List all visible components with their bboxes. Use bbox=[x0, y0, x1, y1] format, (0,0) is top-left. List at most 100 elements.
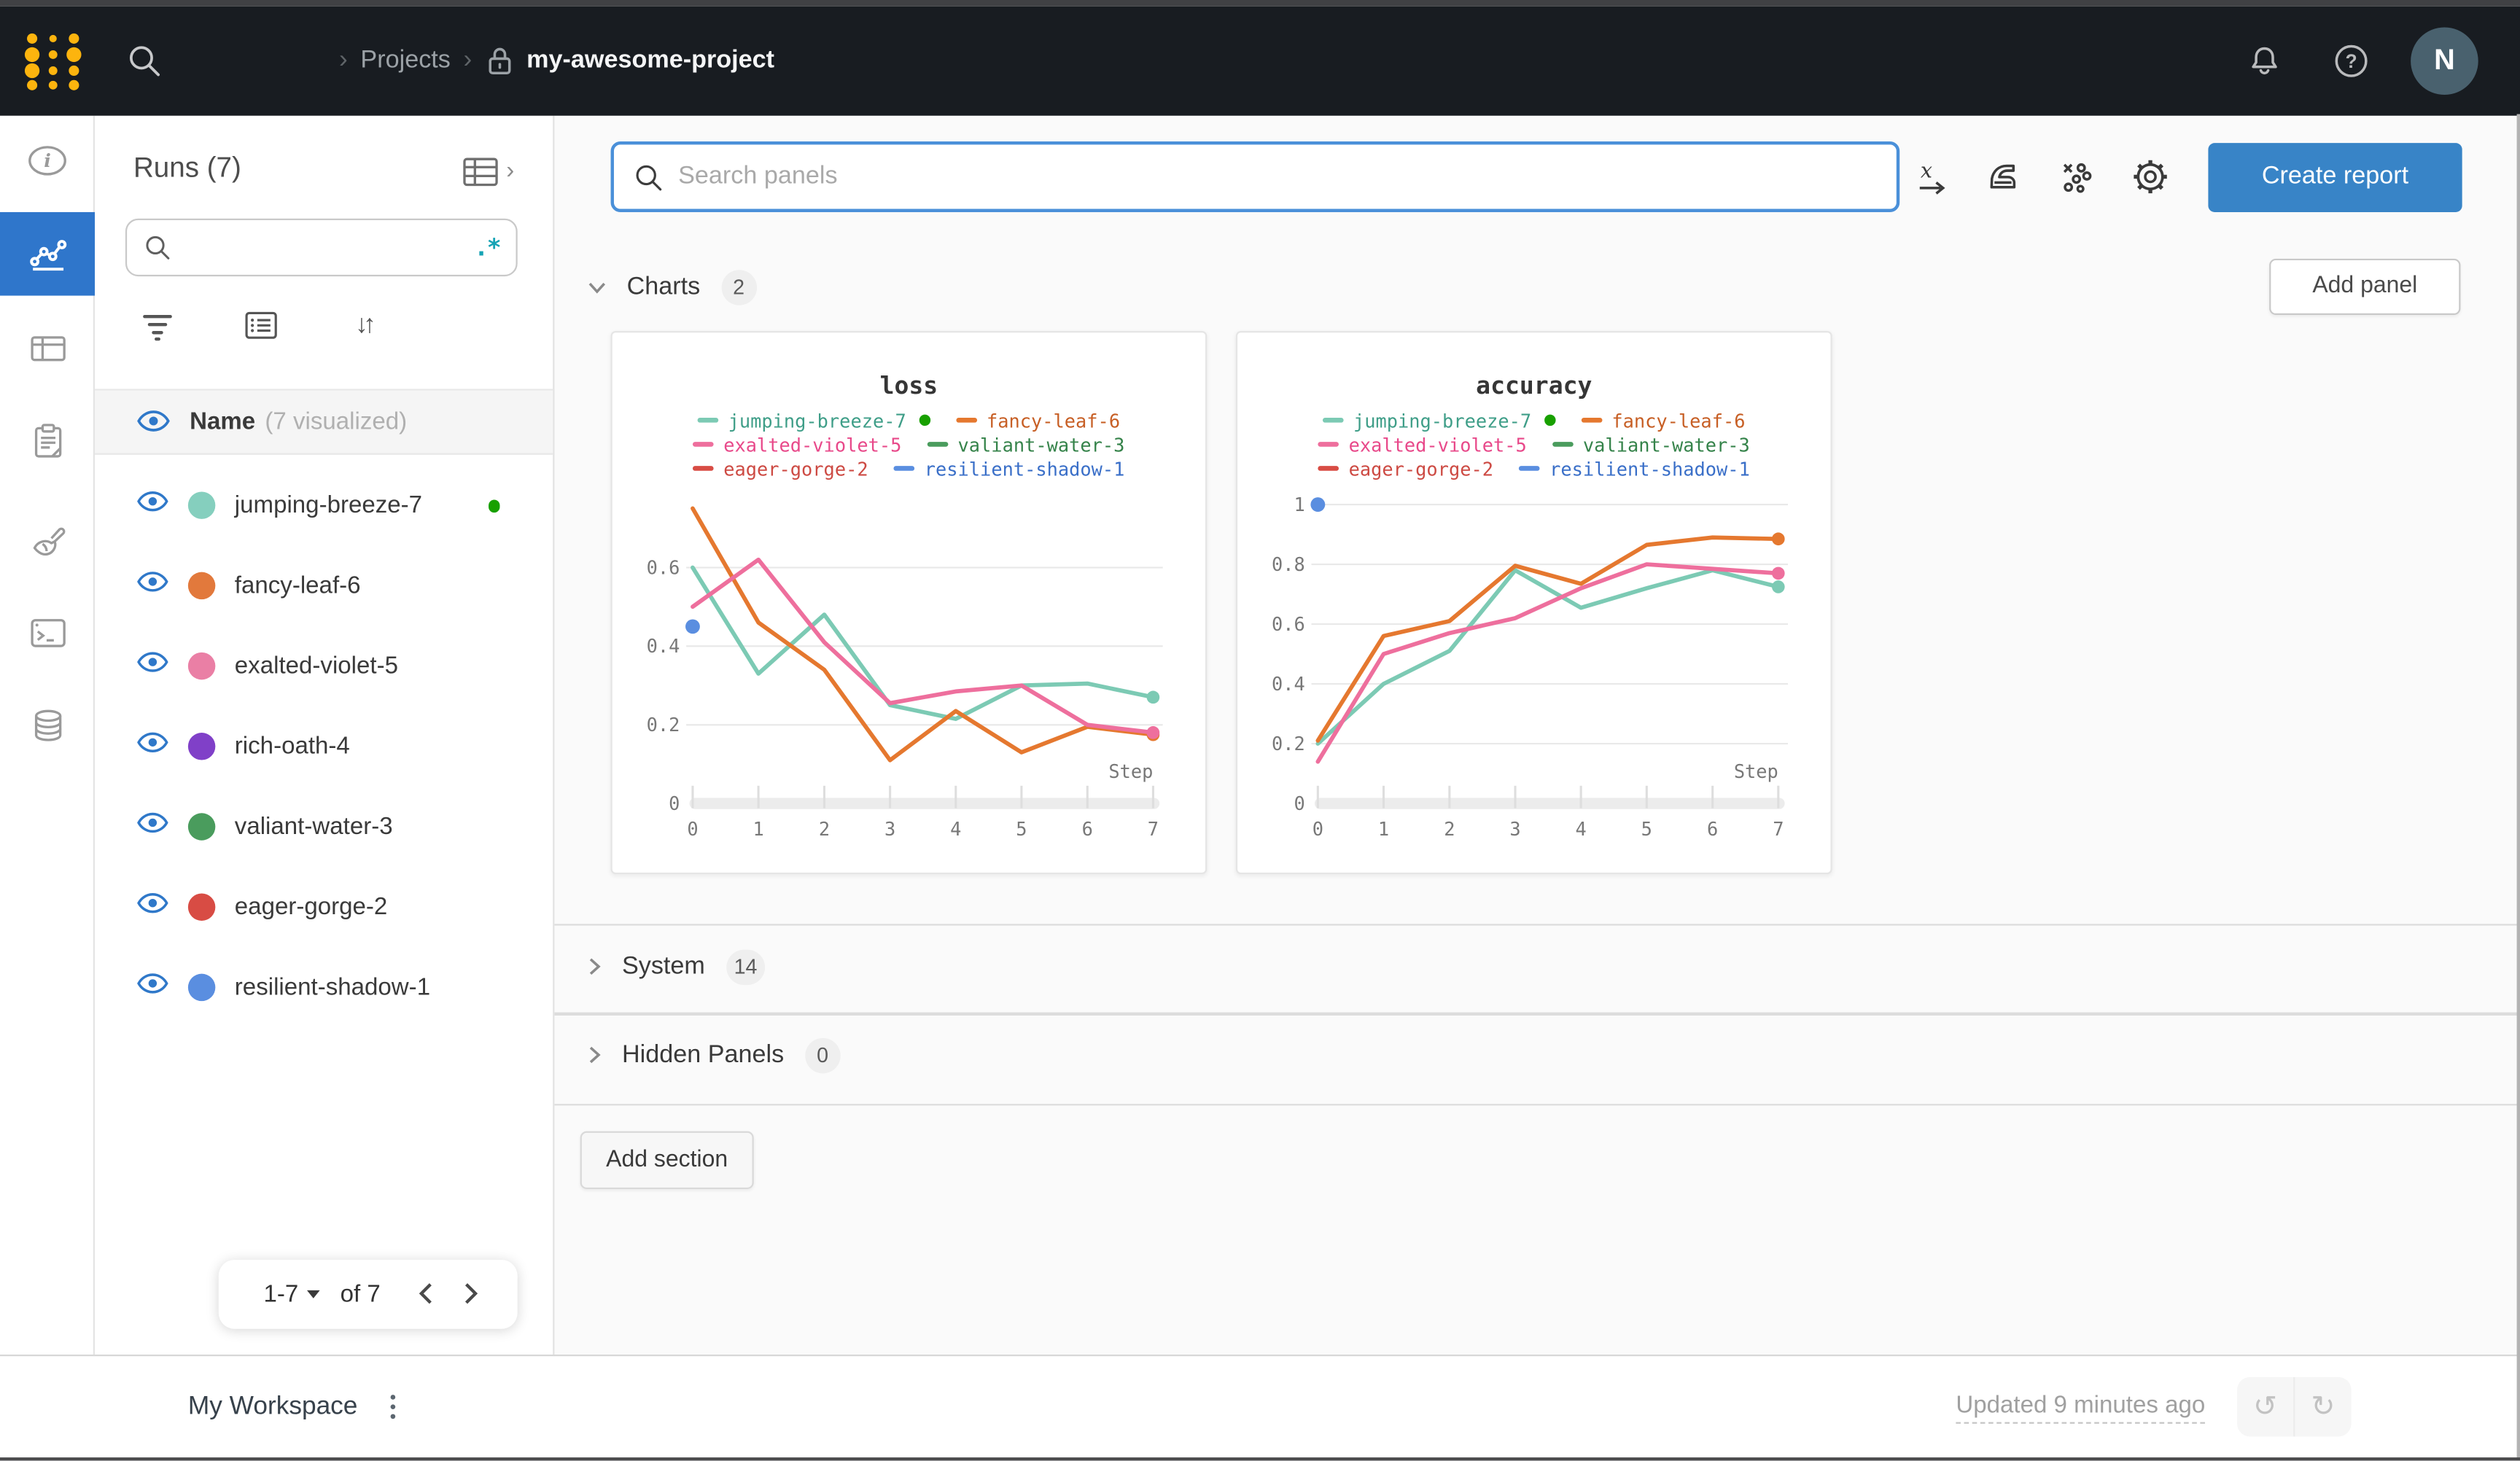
breadcrumb-project-name[interactable]: my-awesome-project bbox=[526, 46, 775, 74]
user-avatar[interactable]: N bbox=[2411, 26, 2478, 95]
broom-icon bbox=[32, 527, 65, 556]
wandb-dots-logo-icon bbox=[24, 33, 82, 90]
series-line-jumping-breeze-7[interactable] bbox=[1315, 567, 1781, 745]
visibility-eye-icon[interactable] bbox=[136, 811, 168, 842]
workspace-settings-button[interactable] bbox=[2131, 157, 2170, 195]
series-line-fancy-leaf-6[interactable] bbox=[1315, 534, 1781, 742]
runs-search-input[interactable] bbox=[184, 233, 475, 260]
sort-runs-button[interactable]: ↓↑ bbox=[342, 305, 384, 346]
runs-search-box[interactable]: .* bbox=[125, 217, 518, 276]
workspace-name[interactable]: My Workspace bbox=[187, 1392, 358, 1420]
visibility-eye-icon[interactable] bbox=[136, 892, 168, 922]
runs-name-header[interactable]: Name (7 visualized) bbox=[95, 388, 553, 455]
run-color-dot bbox=[187, 973, 216, 1001]
display-options-button[interactable] bbox=[239, 305, 281, 346]
system-section-header[interactable]: System 14 bbox=[586, 948, 766, 984]
legend-item-valiant-water-3[interactable]: valiant-water-3 bbox=[927, 433, 1124, 456]
run-name[interactable]: rich-oath-4 bbox=[234, 733, 350, 760]
series-line-exalted-violet-5[interactable] bbox=[1315, 561, 1781, 763]
next-page-button[interactable] bbox=[461, 1281, 480, 1306]
y-tick-label: 0.4 bbox=[1272, 672, 1305, 694]
visibility-eye-icon[interactable] bbox=[136, 491, 168, 521]
legend-label: jumping-breeze-7 bbox=[728, 408, 906, 432]
run-color-dot bbox=[187, 572, 216, 600]
global-search-button[interactable] bbox=[117, 34, 172, 88]
run-name[interactable]: eager-gorge-2 bbox=[234, 893, 388, 921]
legend-item-exalted-violet-5[interactable]: exalted-violet-5 bbox=[1318, 433, 1527, 456]
x-axis-settings-button[interactable]: x bbox=[1914, 157, 1953, 195]
panel-search-box[interactable] bbox=[610, 141, 1900, 212]
workspace-menu-button[interactable] bbox=[384, 1387, 402, 1426]
run-row[interactable]: rich-oath-4 bbox=[95, 706, 553, 787]
page-size-dropdown[interactable]: 1-7 bbox=[263, 1280, 319, 1307]
rail-item-terminal[interactable] bbox=[0, 591, 95, 675]
run-row[interactable]: resilient-shadow-1 bbox=[95, 947, 553, 1027]
visibility-eye-icon[interactable] bbox=[136, 731, 168, 762]
chart-panel-accuracy[interactable]: 0 0.2 0.4 0.6 0.8 1 0 1 2 3 4 5 6 7 Step accuracy jumpin… bbox=[1235, 330, 1834, 875]
rail-item-artifacts[interactable] bbox=[0, 685, 95, 768]
hidden-panels-section-header[interactable]: Hidden Panels 0 bbox=[586, 1037, 841, 1073]
rail-item-logs[interactable] bbox=[0, 400, 95, 484]
legend-item-jumping-breeze-7[interactable]: jumping-breeze-7 bbox=[1323, 409, 1556, 432]
smoothing-button[interactable] bbox=[1986, 157, 2025, 195]
visibility-eye-icon[interactable] bbox=[136, 571, 168, 601]
prev-page-button[interactable] bbox=[416, 1281, 435, 1306]
legend-item-fancy-leaf-6[interactable]: fancy-leaf-6 bbox=[1581, 409, 1745, 432]
chevron-right-icon: › bbox=[339, 46, 348, 74]
run-name[interactable]: resilient-shadow-1 bbox=[234, 973, 431, 1001]
expand-runs-table-button[interactable]: › bbox=[462, 153, 515, 188]
run-row[interactable]: fancy-leaf-6 bbox=[95, 546, 553, 626]
legend-item-resilient-shadow-1[interactable]: resilient-shadow-1 bbox=[893, 457, 1124, 480]
x-tick-label: 6 bbox=[1707, 817, 1718, 839]
regex-toggle[interactable]: .* bbox=[474, 232, 502, 262]
filter-runs-button[interactable] bbox=[136, 305, 178, 346]
help-button[interactable]: ? bbox=[2324, 34, 2379, 88]
legend-item-eager-gorge-2[interactable]: eager-gorge-2 bbox=[1318, 457, 1493, 480]
rail-item-overview[interactable]: i bbox=[0, 119, 95, 203]
rail-item-table[interactable] bbox=[0, 307, 95, 391]
breadcrumb-projects[interactable]: Projects bbox=[360, 46, 451, 74]
rail-item-sweeps[interactable] bbox=[0, 499, 95, 583]
running-indicator-dot bbox=[487, 499, 500, 513]
charts-section-header[interactable]: Charts 2 bbox=[586, 269, 757, 305]
undo-button[interactable]: ↺ bbox=[2237, 1376, 2295, 1437]
series-line-exalted-violet-5[interactable] bbox=[691, 556, 1156, 734]
x-tick-label: 1 bbox=[1378, 817, 1389, 839]
series-line-jumping-breeze-7[interactable] bbox=[691, 564, 1156, 720]
run-row[interactable]: exalted-violet-5 bbox=[95, 626, 553, 706]
add-panel-button[interactable]: Add panel bbox=[2269, 257, 2461, 315]
panel-search-input[interactable] bbox=[678, 162, 1878, 192]
chart-panel-loss[interactable]: 0 0.2 0.4 0.6 0 1 2 3 4 5 6 7 Step loss jumping-breeze… bbox=[610, 330, 1209, 875]
run-row[interactable]: valiant-water-3 bbox=[95, 787, 553, 867]
legend-item-valiant-water-3[interactable]: valiant-water-3 bbox=[1552, 433, 1750, 456]
rail-item-workspace-charts[interactable] bbox=[0, 211, 96, 296]
wandb-logo[interactable] bbox=[21, 27, 85, 95]
run-name[interactable]: valiant-water-3 bbox=[234, 813, 393, 841]
run-list: jumping-breeze-7 fancy-leaf-6 exalted-vi… bbox=[95, 455, 553, 1027]
redo-button[interactable]: ↻ bbox=[2311, 1390, 2336, 1422]
legend-item-jumping-breeze-7[interactable]: jumping-breeze-7 bbox=[697, 408, 930, 432]
legend-item-exalted-violet-5[interactable]: exalted-violet-5 bbox=[693, 433, 901, 456]
legend-item-fancy-leaf-6[interactable]: fancy-leaf-6 bbox=[956, 409, 1120, 432]
chevron-right-icon: › bbox=[506, 157, 515, 185]
outliers-button[interactable] bbox=[2058, 157, 2097, 195]
series-line-fancy-leaf-6[interactable] bbox=[691, 505, 1156, 762]
run-name[interactable]: fancy-leaf-6 bbox=[234, 572, 361, 600]
run-row[interactable]: jumping-breeze-7 bbox=[95, 466, 553, 546]
create-report-button[interactable]: Create report bbox=[2208, 142, 2462, 211]
visibility-eye-icon[interactable] bbox=[136, 972, 168, 1002]
chart-plot-accuracy[interactable]: 0 0.2 0.4 0.6 0.8 1 0 1 2 3 4 5 6 7 Step bbox=[1237, 332, 1834, 875]
run-name[interactable]: jumping-breeze-7 bbox=[234, 492, 423, 520]
notifications-button[interactable] bbox=[2237, 34, 2292, 88]
add-section-button[interactable]: Add section bbox=[580, 1130, 754, 1188]
legend-item-resilient-shadow-1[interactable]: resilient-shadow-1 bbox=[1519, 457, 1750, 480]
run-color-dot bbox=[187, 652, 216, 680]
chart-plot-loss[interactable]: 0 0.2 0.4 0.6 0 1 2 3 4 5 6 7 Step bbox=[612, 332, 1209, 875]
svg-text:i: i bbox=[44, 149, 51, 171]
name-column-label: Name bbox=[190, 408, 256, 435]
visibility-eye-icon[interactable] bbox=[136, 410, 170, 433]
visibility-eye-icon[interactable] bbox=[136, 651, 168, 682]
run-name[interactable]: exalted-violet-5 bbox=[234, 652, 398, 680]
legend-item-eager-gorge-2[interactable]: eager-gorge-2 bbox=[693, 457, 868, 480]
run-row[interactable]: eager-gorge-2 bbox=[95, 867, 553, 947]
